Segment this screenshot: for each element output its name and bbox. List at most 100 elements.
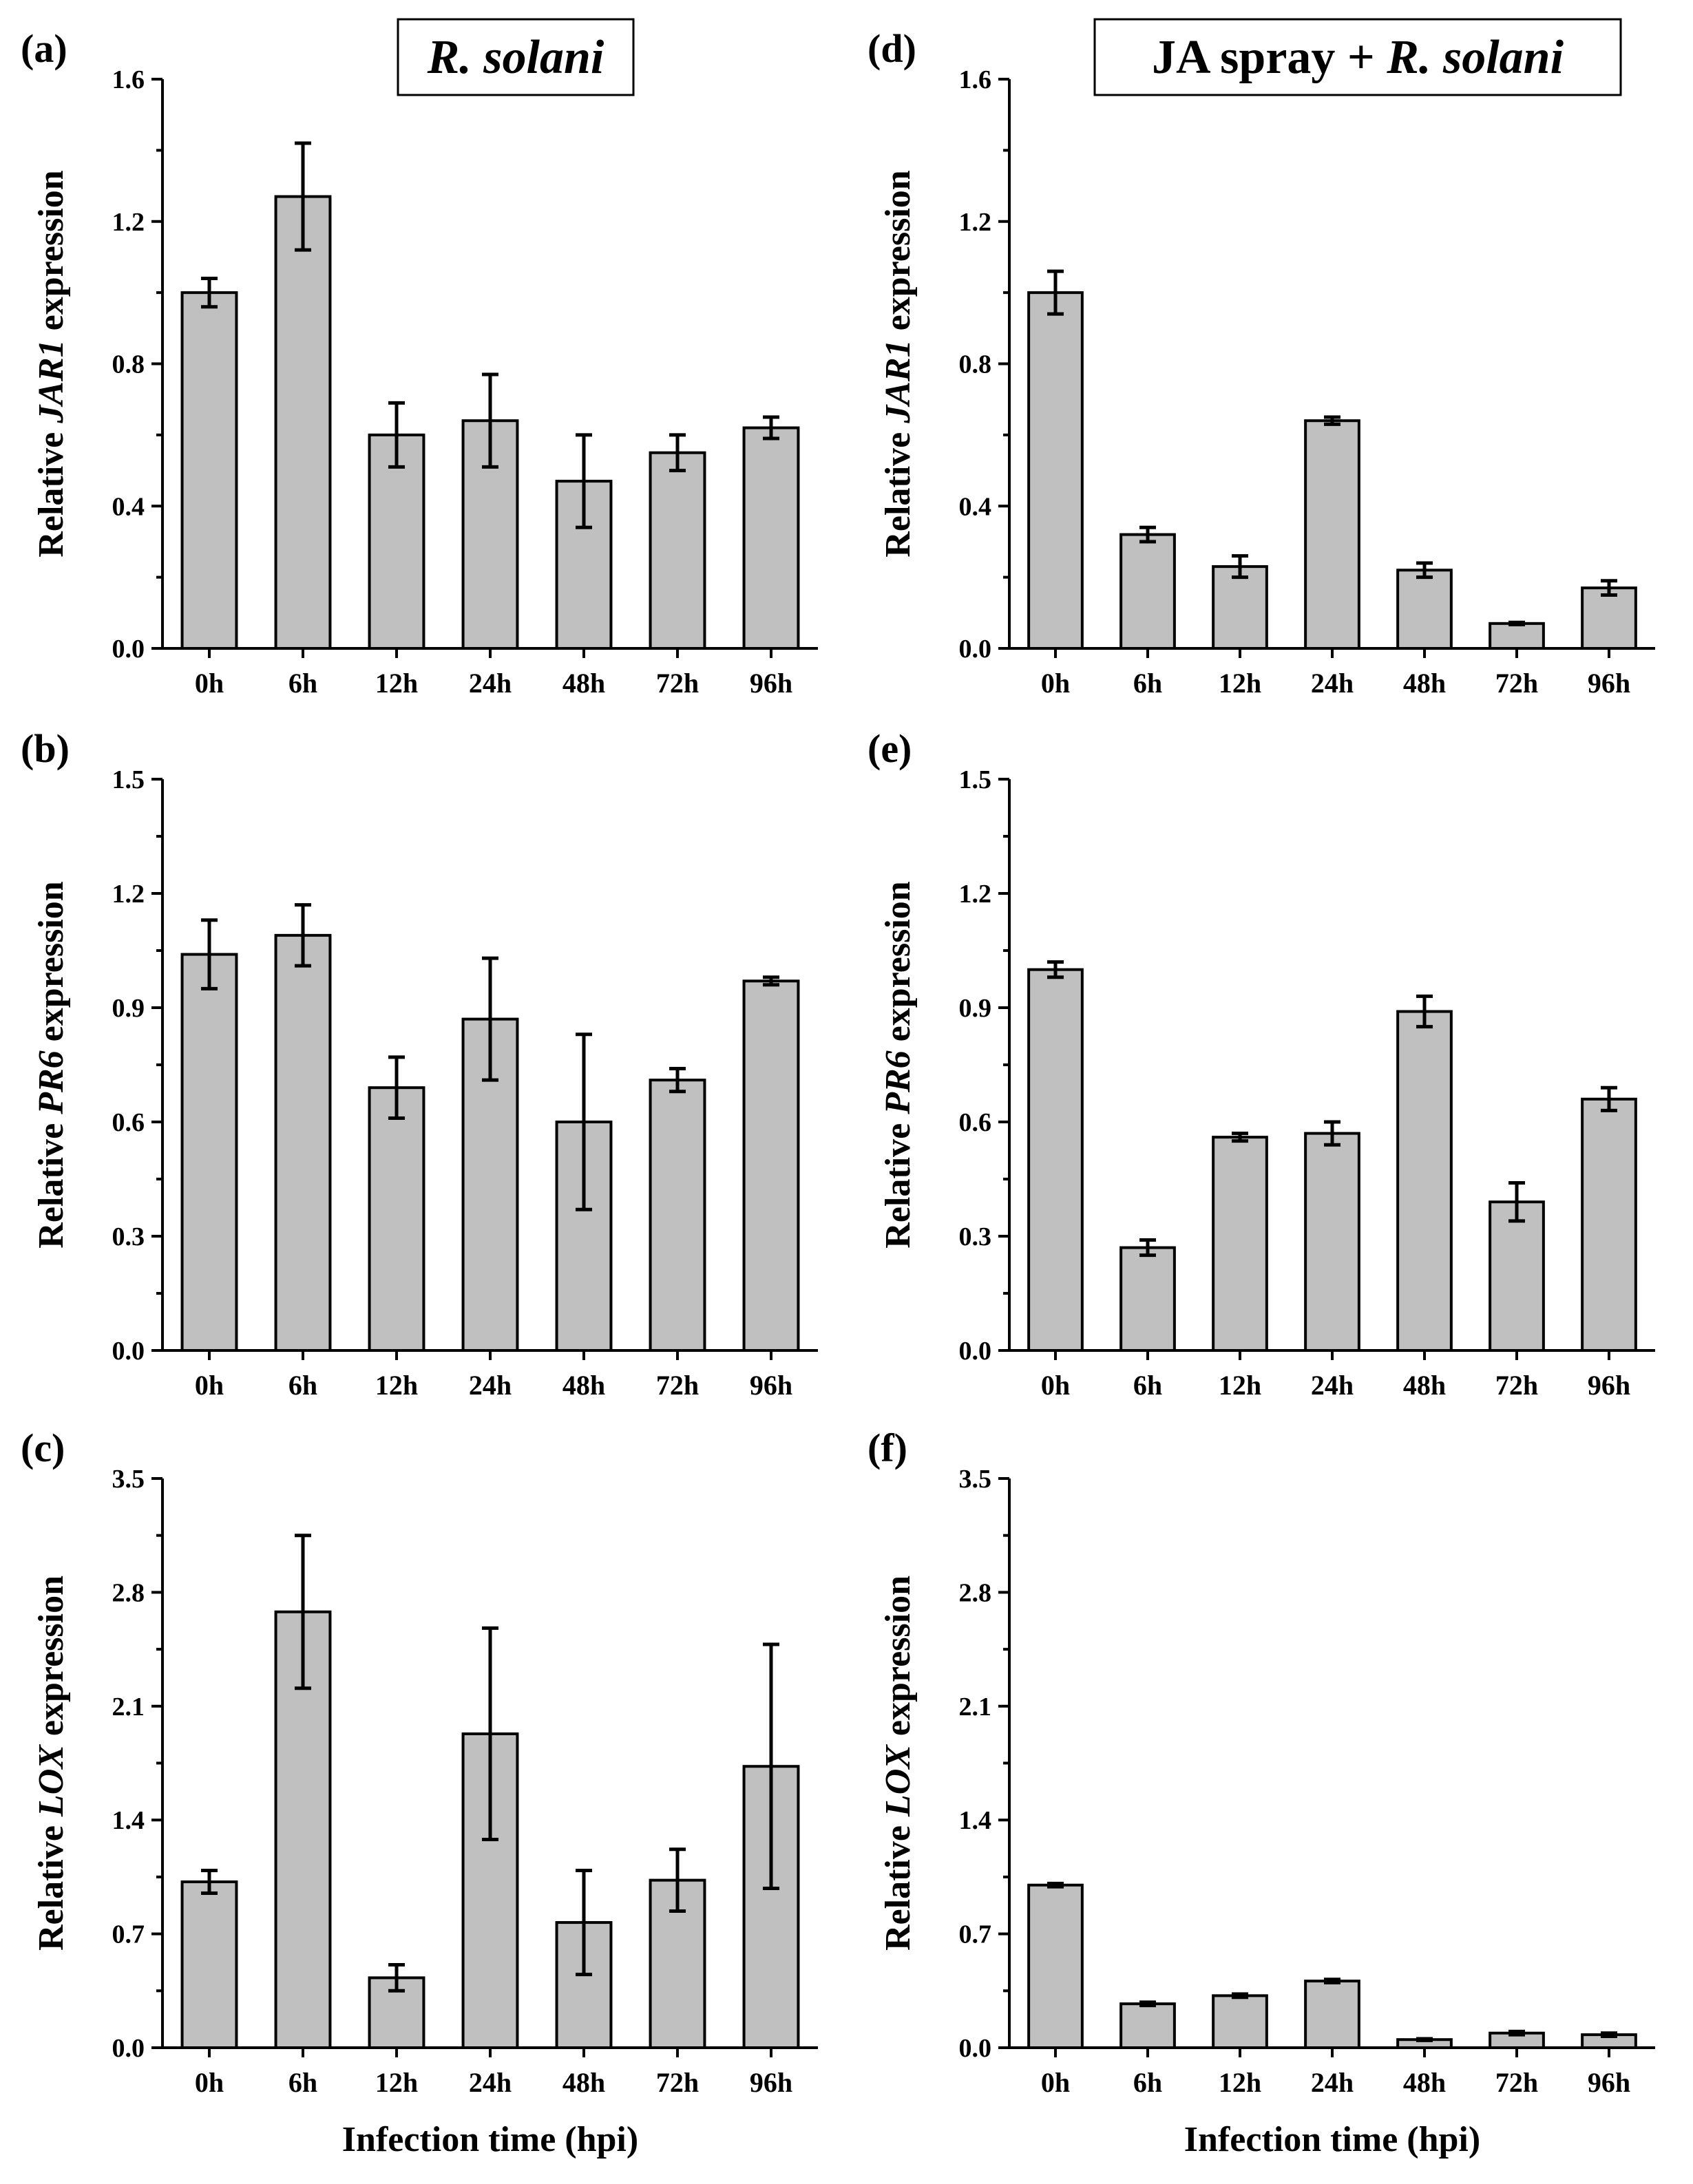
y-tick-label: 0.6: [959, 1108, 992, 1137]
error-bar-24h: [1324, 1978, 1340, 1984]
error-bar-48h: [576, 1868, 592, 1977]
bar-0h: [180, 1880, 238, 2049]
panel-label: (c): [21, 1425, 65, 1470]
y-tick-label: 3.5: [112, 1465, 145, 1494]
bar-12h: [1212, 1136, 1268, 1352]
x-tick-label: 24h: [469, 1370, 512, 1401]
x-tick-label: 6h: [1133, 668, 1162, 699]
panel-a: 0.0 0.4 0.8 1.2 1.6 0h 6h 12h 24h 48h 72h 96h Relati…: [21, 18, 818, 699]
x-tick-label: 6h: [288, 668, 317, 699]
error-bar-12h: [1232, 1132, 1248, 1143]
bar-12h: [1212, 1994, 1268, 2050]
panel-c: 0.0 0.7 1.4 2.1 2.8 3.5 0h 6h 12h 24h 48h 72h 96h Rel…: [21, 1425, 818, 2159]
bar-96h: [1581, 1097, 1637, 1353]
bar-0h: [180, 291, 238, 650]
x-tick-label: 72h: [656, 2067, 699, 2098]
error-bar-24h: [482, 1626, 498, 1842]
x-tick-label: 24h: [1311, 1370, 1354, 1401]
y-tick-label: 1.2: [112, 208, 145, 237]
error-bar-0h: [201, 918, 218, 990]
x-tick-label: 12h: [375, 2067, 418, 2098]
bar-6h: [1119, 1246, 1176, 1352]
y-tick-label: 1.4: [959, 1806, 992, 1835]
x-tick-label: 0h: [195, 668, 224, 699]
error-bar-24h: [482, 956, 498, 1082]
bar-72h: [649, 451, 706, 650]
x-tick-label: 48h: [562, 2067, 605, 2098]
error-bar-48h: [1416, 561, 1433, 580]
error-bar-6h: [1139, 1238, 1156, 1258]
error-bar-96h: [763, 415, 779, 441]
error-bar-72h: [669, 1067, 686, 1094]
panel-label: (d): [867, 26, 916, 71]
error-bar-96h: [763, 1642, 779, 1890]
x-tick-label: 72h: [656, 668, 699, 699]
error-bar-6h: [295, 903, 311, 968]
bar-6h: [1119, 2002, 1176, 2050]
bar-6h: [1119, 533, 1176, 650]
error-bar-6h: [295, 1534, 311, 1690]
x-tick-label: 12h: [1219, 1370, 1261, 1401]
y-tick-label: 0.3: [112, 1222, 145, 1251]
chart-title: R. solani: [427, 31, 604, 84]
y-tick-label: 0.0: [112, 1337, 145, 1366]
bar-6h: [274, 195, 332, 650]
error-bar-12h: [1232, 554, 1248, 580]
y-axis-label: Relative JAR1 expression: [32, 170, 71, 557]
error-bar-72h: [1508, 620, 1525, 626]
error-bar-6h: [295, 141, 311, 252]
error-bar-6h: [1139, 2000, 1156, 2008]
x-tick-label: 72h: [656, 1370, 699, 1401]
x-tick-label: 96h: [1588, 2067, 1630, 2098]
bar-48h: [1396, 1010, 1453, 1352]
panel-f: 0.0 0.7 1.4 2.1 2.8 3.5 0h 6h 12h 24h 48h 72h 96h Rel…: [867, 1425, 1655, 2159]
bar-72h: [1489, 622, 1545, 650]
bar-96h: [742, 426, 800, 650]
error-bar-24h: [482, 372, 498, 469]
y-tick-label: 2.1: [959, 1693, 992, 1721]
y-tick-label: 0.0: [112, 2034, 145, 2063]
y-tick-label: 0.9: [959, 994, 992, 1023]
x-tick-label: 6h: [288, 2067, 317, 2098]
x-tick-label: 0h: [1041, 2067, 1070, 2098]
y-tick-label: 1.6: [959, 65, 992, 94]
error-bar-0h: [1047, 1881, 1064, 1889]
bar-0h: [1027, 291, 1084, 650]
title-box: [1093, 18, 1622, 96]
x-tick-label: 12h: [375, 1370, 418, 1401]
error-bar-96h: [1601, 579, 1617, 597]
bar-6h: [274, 933, 332, 1353]
x-tick-label: 72h: [1495, 668, 1538, 699]
x-tick-label: 48h: [1403, 1370, 1446, 1401]
panel-e: 0.0 0.3 0.6 0.9 1.2 1.5 0h 6h 12h 24h 48h 72h 96h Rel…: [867, 726, 1655, 1401]
x-tick-label: 6h: [1133, 1370, 1162, 1401]
error-bar-72h: [1508, 2029, 1525, 2037]
y-tick-label: 0.4: [112, 492, 145, 521]
y-tick-label: 0.0: [959, 1337, 992, 1366]
panel-label: (a): [21, 26, 67, 71]
panel-d: 0.0 0.4 0.8 1.2 1.6 0h 6h 12h 24h 48h 72h 96h Relati…: [867, 18, 1655, 699]
x-tick-label: 48h: [562, 668, 605, 699]
error-bar-48h: [1416, 994, 1433, 1029]
panel-label: (e): [867, 726, 912, 771]
y-axis-label: Relative PR6 expression: [879, 881, 918, 1249]
error-bar-24h: [1324, 1120, 1340, 1147]
y-axis-label: Relative JAR1 expression: [879, 170, 918, 557]
bar-72h: [1489, 1200, 1545, 1352]
error-bar-0h: [1047, 269, 1064, 316]
error-bar-72h: [669, 433, 686, 473]
x-tick-label: 96h: [750, 2067, 792, 2098]
error-bar-6h: [1139, 525, 1156, 544]
panel-b: 0.0 0.3 0.6 0.9 1.2 1.5 0h 6h 12h 24h 48h 72h 96h Rel…: [21, 726, 818, 1401]
bar-96h: [1581, 586, 1637, 650]
x-tick-label: 24h: [469, 668, 512, 699]
y-tick-label: 1.4: [112, 1806, 145, 1835]
error-bar-0h: [201, 276, 218, 309]
y-tick-label: 1.2: [959, 880, 992, 909]
x-tick-label: 24h: [1311, 2067, 1354, 2098]
x-tick-label: 96h: [750, 1370, 792, 1401]
error-bar-48h: [1416, 2037, 1433, 2042]
y-tick-label: 1.6: [112, 65, 145, 94]
error-bar-12h: [1232, 1992, 1248, 2000]
y-tick-label: 0.7: [959, 1920, 992, 1949]
